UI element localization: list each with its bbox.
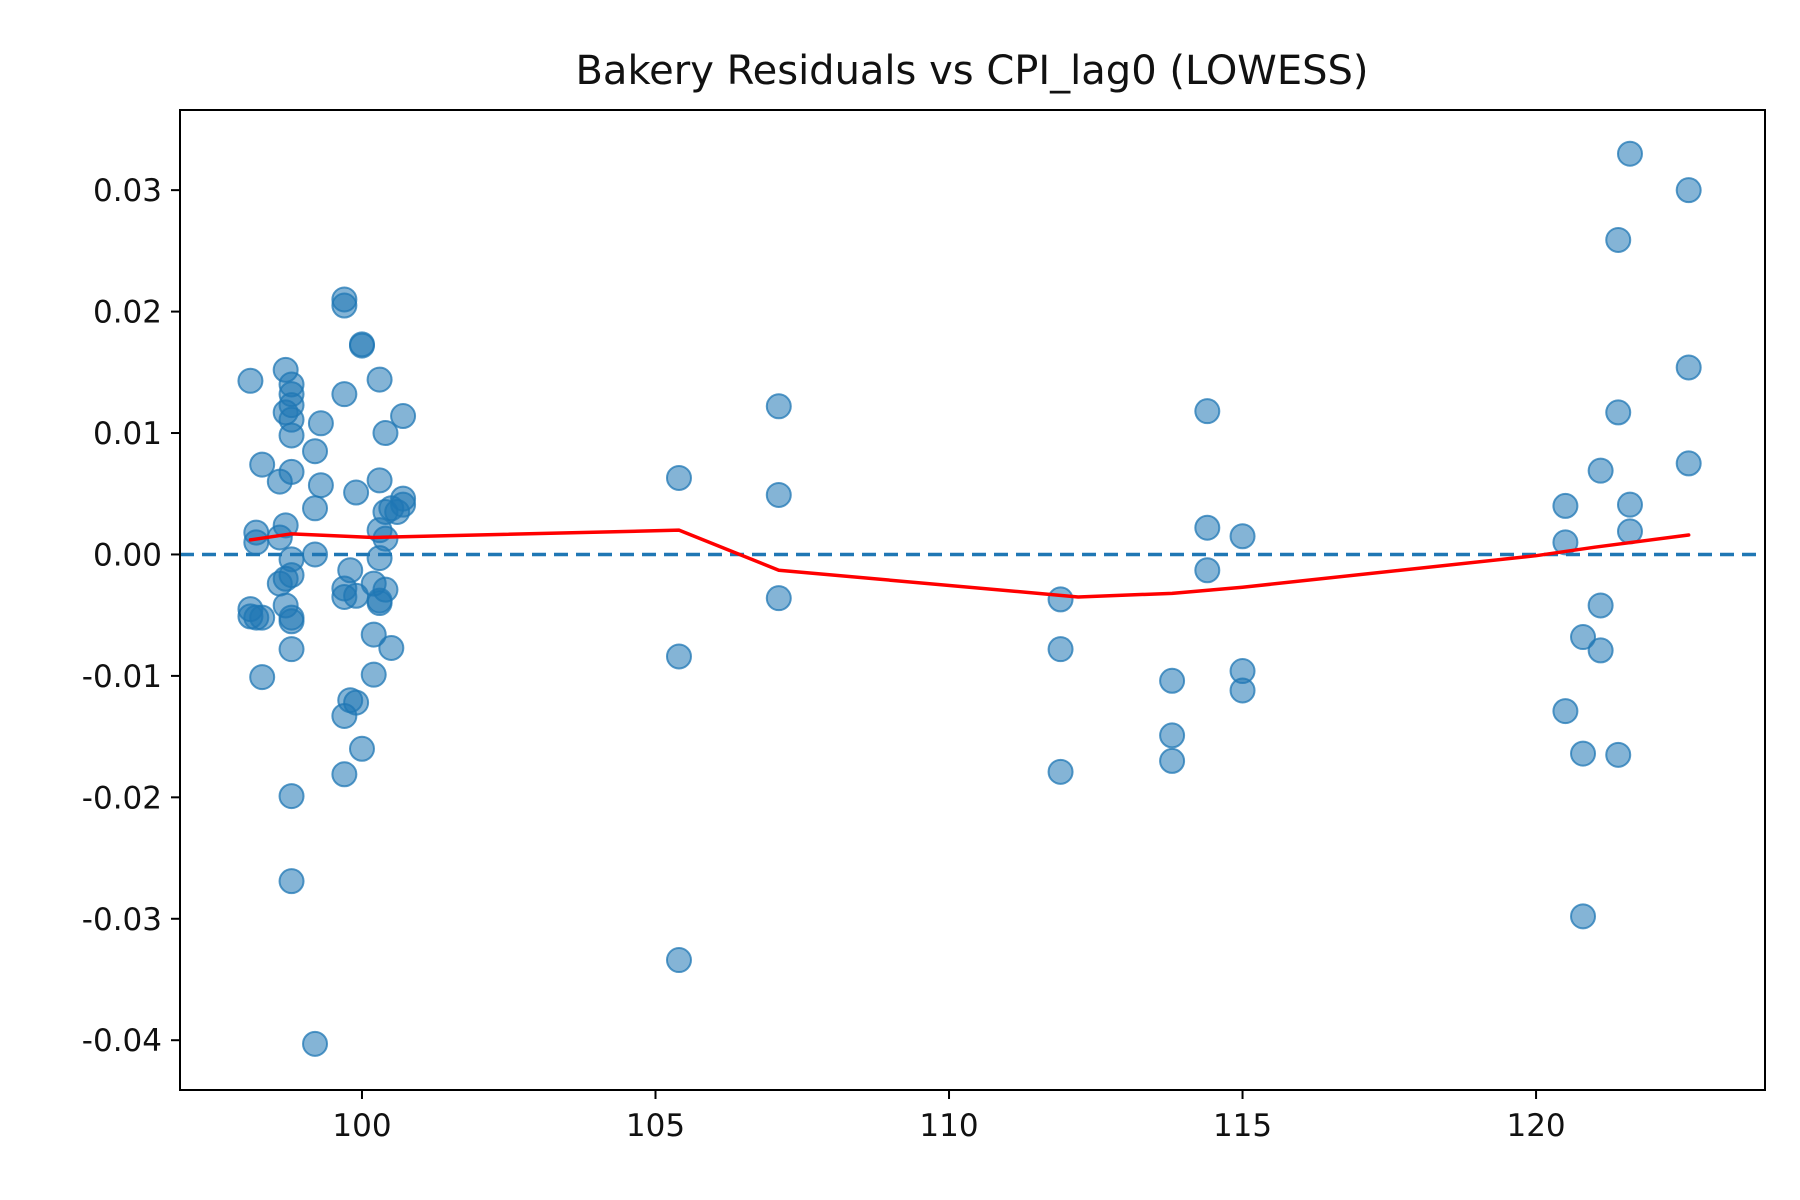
scatter-point	[337, 557, 364, 584]
scatter-point	[243, 529, 270, 556]
scatter-point	[343, 689, 370, 716]
scatter-point	[249, 664, 276, 691]
scatter-point	[249, 451, 276, 478]
scatter-point	[665, 464, 692, 491]
scatter-point	[1159, 667, 1186, 694]
scatter-point	[390, 403, 417, 430]
scatter-point	[278, 783, 305, 810]
scatter-point	[331, 381, 358, 408]
scatter-point	[366, 366, 393, 393]
scatter-point	[278, 422, 305, 449]
scatter-point	[302, 541, 329, 568]
x-axis: 100 105 110 115 120	[332, 1090, 1566, 1144]
scatter-point	[372, 576, 399, 603]
x-tick-label: 105	[626, 1108, 685, 1144]
scatter-point	[1605, 741, 1632, 768]
x-tick-label: 110	[919, 1108, 978, 1144]
scatter-point	[278, 868, 305, 895]
scatter-point	[1616, 491, 1643, 518]
scatter-point	[237, 367, 264, 394]
scatter-point	[1587, 457, 1614, 484]
scatter-point	[1047, 758, 1074, 785]
scatter-point	[1194, 514, 1221, 541]
scatter-point	[1229, 677, 1256, 704]
scatter-point	[1159, 747, 1186, 774]
y-tick-label: -0.02	[82, 780, 162, 816]
scatter-point	[765, 585, 792, 612]
x-tick-label: 120	[1506, 1108, 1565, 1144]
plot-area	[179, 109, 1766, 1091]
y-tick-label: 0.01	[93, 416, 162, 452]
scatter-point	[302, 495, 329, 522]
scatter-point	[1194, 557, 1221, 584]
chart-title: Bakery Residuals vs CPI_lag0 (LOWESS)	[575, 48, 1368, 94]
scatter-point	[1552, 492, 1579, 519]
plot-background	[180, 110, 1765, 1090]
scatter-series	[237, 140, 1702, 1057]
x-tick-label: 100	[332, 1108, 391, 1144]
scatter-point	[1675, 177, 1702, 204]
scatter-point	[378, 634, 405, 661]
y-tick-label: 0.03	[93, 173, 162, 209]
scatter-point	[331, 292, 358, 319]
scatter-point	[372, 420, 399, 447]
y-tick-label: 0.00	[93, 537, 162, 573]
scatter-point	[348, 735, 375, 762]
lowess-series	[248, 528, 1691, 599]
scatter-point	[343, 479, 370, 506]
y-tick-label: -0.03	[82, 902, 162, 938]
scatter-point	[1616, 140, 1643, 167]
x-tick-label: 115	[1213, 1108, 1272, 1144]
scatter-point	[272, 512, 299, 539]
scatter-point	[278, 608, 305, 635]
y-tick-label: 0.02	[93, 295, 162, 331]
scatter-point	[765, 481, 792, 508]
scatter-point	[348, 332, 375, 359]
scatter-point	[1229, 523, 1256, 550]
scatter-point	[1587, 592, 1614, 619]
scatter-point	[1675, 450, 1702, 477]
scatter-point	[1570, 624, 1597, 651]
scatter-point	[1194, 398, 1221, 425]
scatter-point	[1159, 722, 1186, 749]
scatter-point	[1570, 740, 1597, 767]
y-axis: 0.03 0.02 0.01 0.00 -0.01 -0.02 -0.03 -0.04	[82, 173, 180, 1059]
scatter-point	[360, 661, 387, 688]
plot-frame	[179, 109, 1766, 1091]
y-tick-label: -0.04	[82, 1023, 162, 1059]
scatter-point	[331, 761, 358, 788]
scatter-point	[1605, 399, 1632, 426]
scatter-point	[1552, 529, 1579, 556]
scatter-point	[278, 636, 305, 663]
scatter-point	[765, 393, 792, 420]
scatter-point	[278, 458, 305, 485]
lowess-line	[248, 528, 1691, 599]
scatter-point	[278, 562, 305, 589]
scatter-point	[1587, 637, 1614, 664]
scatter-point	[665, 947, 692, 974]
scatter-point	[390, 491, 417, 518]
scatter-point	[1552, 698, 1579, 725]
scatter-point	[360, 621, 387, 648]
scatter-point	[307, 410, 334, 437]
scatter-point	[665, 643, 692, 670]
scatter-point	[366, 467, 393, 494]
scatter-point	[307, 472, 334, 499]
scatter-point	[1047, 586, 1074, 613]
scatter-point	[1047, 636, 1074, 663]
scatter-point	[1675, 354, 1702, 381]
scatter-point	[302, 438, 329, 465]
y-tick-label: -0.01	[82, 659, 162, 695]
scatter-point	[1570, 903, 1597, 930]
scatter-point	[302, 1030, 329, 1057]
scatter-point	[1605, 226, 1632, 253]
scatter-point	[249, 604, 276, 631]
